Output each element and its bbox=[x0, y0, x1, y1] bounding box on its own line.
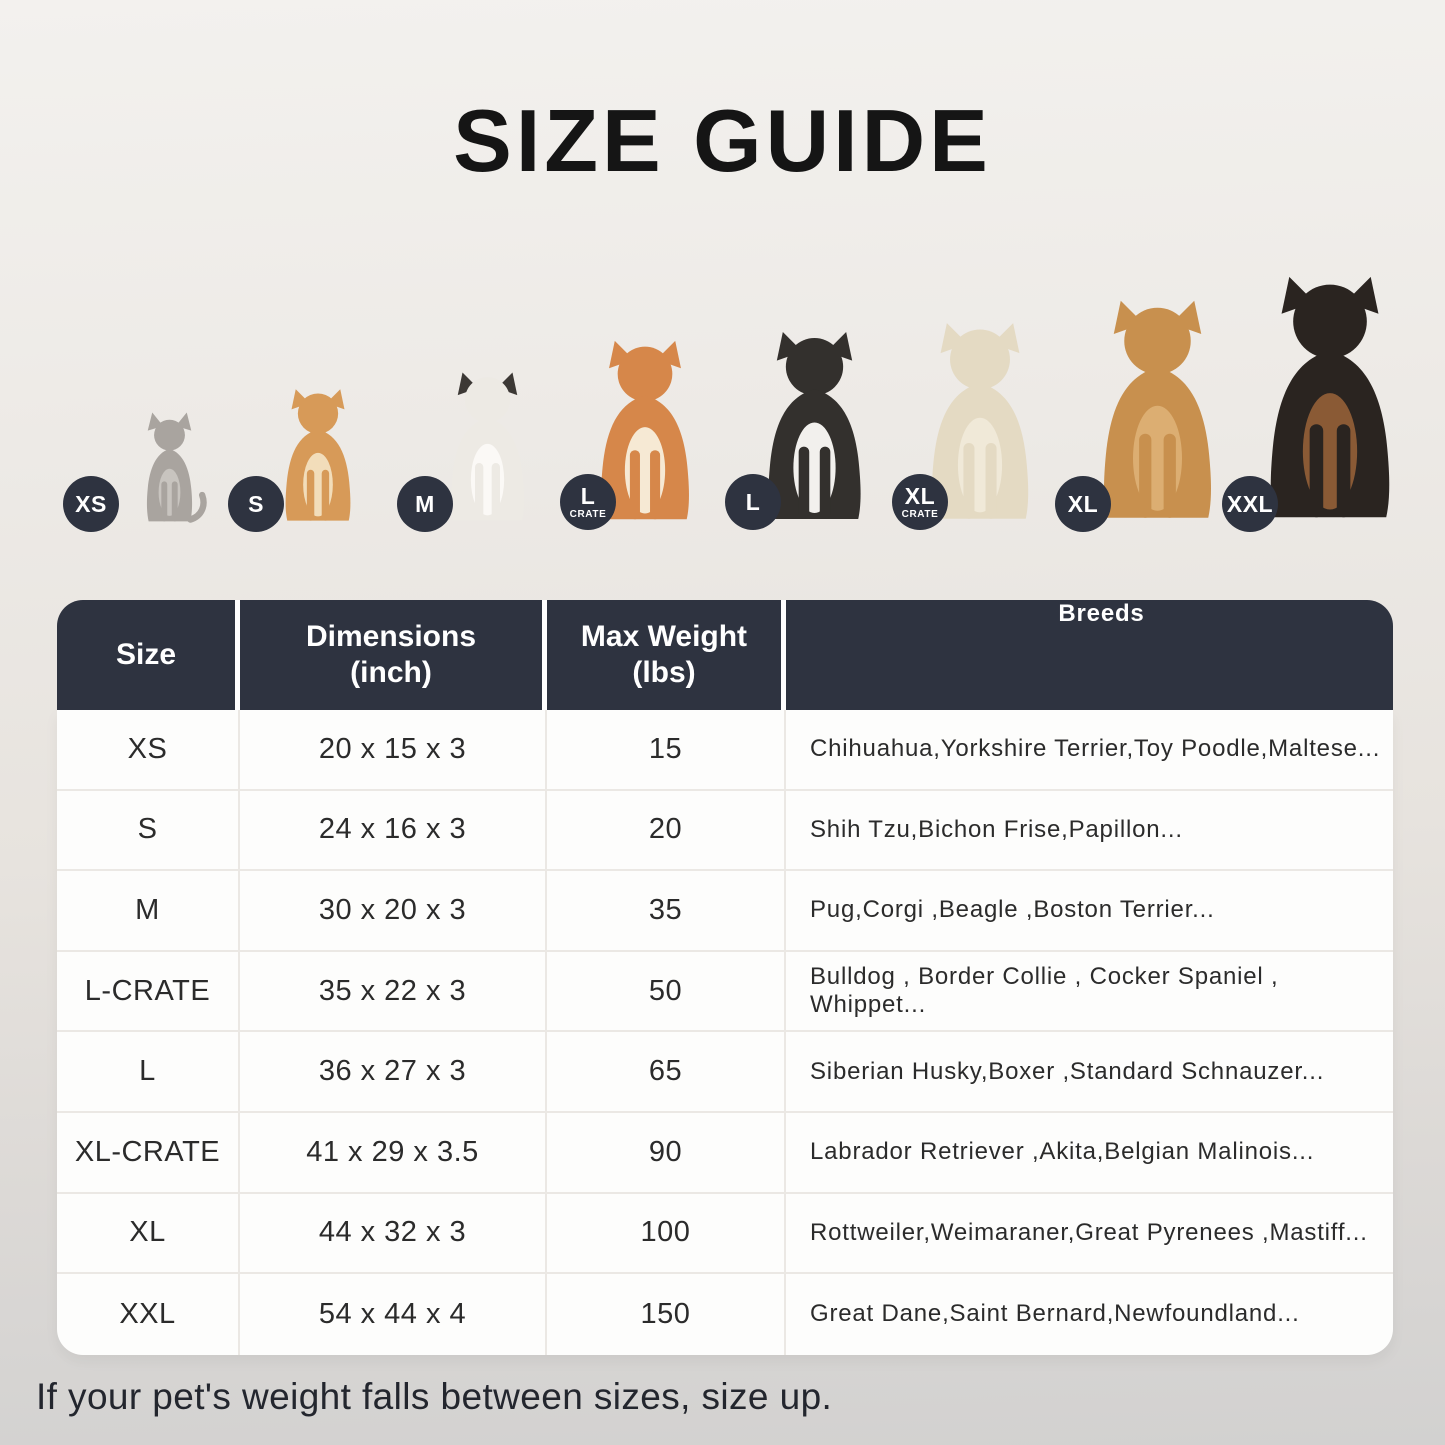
badge-label: L bbox=[745, 488, 761, 515]
header-max-weight-unit: (lbs) bbox=[632, 656, 696, 689]
badge-label: M bbox=[415, 490, 435, 517]
breeds-cell: Bulldog , Border Collie , Cocker Spaniel… bbox=[810, 963, 1279, 1019]
dimensions-cell: 44 x 32 x 3 bbox=[240, 1193, 547, 1273]
dimensions-cell: 30 x 20 x 3 bbox=[240, 871, 547, 950]
table-row-l: L 36 x 27 x 3 65 Siberian Husky,Boxer ,S… bbox=[57, 1032, 1393, 1113]
max-weight-cell: 20 bbox=[547, 790, 786, 870]
max-weight-cell: 15 bbox=[547, 710, 786, 789]
dimensions-cell: 54 x 44 x 4 bbox=[240, 1274, 547, 1355]
breeds-cell: Labrador Retriever ,Akita,Belgian Malino… bbox=[810, 1138, 1315, 1166]
size-badge-s: S bbox=[228, 476, 284, 532]
badge-sublabel: CRATE bbox=[901, 508, 939, 520]
table-row-xl: XL 44 x 32 x 3 100 Rottweiler,Weimaraner… bbox=[57, 1193, 1393, 1275]
badge-sublabel: CRATE bbox=[569, 508, 607, 520]
badge-label: L bbox=[580, 482, 596, 509]
size-badge-l-crate: L CRATE bbox=[560, 474, 616, 530]
header-breeds: Breeds bbox=[786, 600, 1393, 710]
size-cell: L-CRATE bbox=[57, 951, 240, 1031]
size-cell: XL bbox=[57, 1193, 240, 1273]
size-cell: S bbox=[57, 790, 240, 870]
badge-label: XS bbox=[75, 490, 107, 517]
breeds-cell: Shih Tzu,Bichon Frise,Papillon... bbox=[810, 815, 1183, 843]
size-badge-xxl: XXL bbox=[1222, 476, 1278, 532]
breeds-cell: Chihuahua,Yorkshire Terrier,Toy Poodle,M… bbox=[810, 735, 1381, 763]
max-weight-cell: 35 bbox=[547, 871, 786, 950]
table-body: XS 20 x 15 x 3 15 Chihuahua,Yorkshire Te… bbox=[57, 710, 1393, 1355]
size-badge-xl: XL bbox=[1055, 476, 1111, 532]
badge-label: XXL bbox=[1226, 490, 1274, 517]
size-cell: XXL bbox=[57, 1274, 240, 1355]
dimensions-cell: 24 x 16 x 3 bbox=[240, 790, 547, 870]
max-weight-cell: 50 bbox=[547, 951, 786, 1031]
header-dimensions: Dimensions (inch) bbox=[240, 600, 547, 710]
table-row-xl-crate: XL-CRATE 41 x 29 x 3.5 90 Labrador Retri… bbox=[57, 1112, 1393, 1194]
header-breeds-label: Breeds bbox=[1058, 600, 1145, 627]
max-weight-cell: 65 bbox=[547, 1032, 786, 1111]
badge-label: XL bbox=[904, 482, 936, 509]
dimensions-cell: 35 x 22 x 3 bbox=[240, 951, 547, 1031]
max-weight-cell: 100 bbox=[547, 1193, 786, 1273]
table-row-s: S 24 x 16 x 3 20 Shih Tzu,Bichon Frise,P… bbox=[57, 790, 1393, 872]
size-badge-l: L bbox=[725, 474, 781, 530]
dimensions-cell: 20 x 15 x 3 bbox=[240, 710, 547, 789]
dimensions-cell: 36 x 27 x 3 bbox=[240, 1032, 547, 1111]
size-guide-table: Size Dimensions (inch) Max Weight (lbs) … bbox=[57, 600, 1393, 1355]
size-badge-xs: XS bbox=[63, 476, 119, 532]
breeds-cell: Pug,Corgi ,Beagle ,Boston Terrier... bbox=[810, 896, 1215, 924]
sizing-advice-note: If your pet's weight falls between sizes… bbox=[36, 1376, 833, 1417]
header-size: Size bbox=[57, 600, 240, 710]
breeds-cell: Rottweiler,Weimaraner,Great Pyrenees ,Ma… bbox=[810, 1218, 1368, 1246]
table-row-xs: XS 20 x 15 x 3 15 Chihuahua,Yorkshire Te… bbox=[57, 710, 1393, 791]
badge-label: S bbox=[248, 490, 264, 517]
size-cell: L bbox=[57, 1032, 240, 1111]
header-dimensions-label: Dimensions bbox=[305, 620, 477, 653]
header-max-weight: Max Weight (lbs) bbox=[547, 600, 786, 710]
table-row-l-crate: L-CRATE 35 x 22 x 3 50 Bulldog , Border … bbox=[57, 951, 1393, 1033]
header-max-weight-label: Max Weight bbox=[580, 620, 748, 653]
breeds-cell: Siberian Husky,Boxer ,Standard Schnauzer… bbox=[810, 1057, 1325, 1085]
header-size-label: Size bbox=[115, 638, 177, 671]
dimensions-cell: 41 x 29 x 3.5 bbox=[240, 1112, 547, 1192]
header-dimensions-unit: (inch) bbox=[350, 656, 432, 689]
animal-cat-image bbox=[124, 407, 215, 525]
size-cell: M bbox=[57, 871, 240, 950]
size-badge-xl-crate: XL CRATE bbox=[892, 474, 948, 530]
breeds-cell: Great Dane,Saint Bernard,Newfoundland... bbox=[810, 1300, 1300, 1328]
table-row-xxl: XXL 54 x 44 x 4 150 Great Dane,Saint Ber… bbox=[57, 1274, 1393, 1355]
page-title: SIZE GUIDE bbox=[453, 91, 992, 190]
table-header-row: Size Dimensions (inch) Max Weight (lbs) … bbox=[57, 600, 1393, 710]
size-cell: XL-CRATE bbox=[57, 1112, 240, 1192]
max-weight-cell: 90 bbox=[547, 1112, 786, 1192]
max-weight-cell: 150 bbox=[547, 1274, 786, 1355]
table-row-m: M 30 x 20 x 3 35 Pug,Corgi ,Beagle ,Bost… bbox=[57, 871, 1393, 952]
badge-label: XL bbox=[1067, 490, 1099, 517]
size-badge-m: M bbox=[397, 476, 453, 532]
size-cell: XS bbox=[57, 710, 240, 789]
